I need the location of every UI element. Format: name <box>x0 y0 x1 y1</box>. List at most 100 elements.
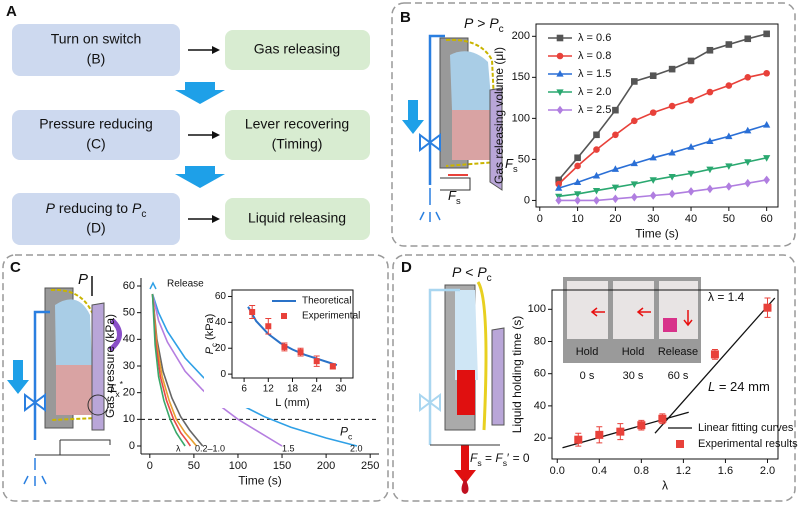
marker <box>706 137 714 144</box>
marker <box>725 163 733 170</box>
x-tick-label: 250 <box>361 460 379 472</box>
marker <box>763 303 772 312</box>
annotation: Release <box>167 279 204 290</box>
marker <box>555 184 563 191</box>
text-part: ′ = 0 <box>507 451 530 465</box>
x-tick-label: 6 <box>241 384 247 395</box>
marker <box>668 173 676 181</box>
y-tick-label: 30 <box>123 360 135 372</box>
marker <box>556 34 564 42</box>
marker <box>573 191 582 198</box>
text-part: reducing to <box>55 200 132 216</box>
x-tick-label: 2.0 <box>760 465 775 477</box>
flow-text: Lever recovering <box>245 116 349 132</box>
text-part: c <box>348 432 353 442</box>
flow-box <box>12 24 180 76</box>
y-tick-label: 100 <box>528 303 546 315</box>
flow-text: P reducing to Pc <box>46 200 147 220</box>
panel-frame <box>2 254 389 502</box>
flow-text: (D) <box>86 220 105 236</box>
text-part: > <box>473 15 489 31</box>
legend-label: Theoretical <box>302 296 351 307</box>
marker <box>592 171 601 179</box>
x-tick-label: 200 <box>317 460 335 472</box>
series-line <box>151 293 186 447</box>
marker <box>630 159 638 167</box>
marker <box>556 89 564 96</box>
legend-label: λ = 0.6 <box>578 32 611 44</box>
marker <box>725 182 733 191</box>
annotation: 0.2–1.0 <box>195 443 225 453</box>
x-tick-label: 40 <box>685 213 697 225</box>
text-part: c <box>487 273 492 284</box>
text-part: < <box>461 264 477 280</box>
x-tick-label: 1.6 <box>718 465 733 477</box>
y-tick-label: 0 <box>524 194 530 206</box>
text-part: P <box>452 264 462 280</box>
marker <box>744 74 752 81</box>
marker <box>706 184 714 194</box>
y-axis-label: Gas pressure (kPa) <box>103 314 117 418</box>
x-tick-label: 0 <box>147 460 153 472</box>
series-line <box>558 157 767 198</box>
plot-frame <box>551 289 779 460</box>
y-tick-label: 0 <box>129 440 135 452</box>
device-diagram <box>7 276 122 486</box>
marker <box>725 82 733 89</box>
photo-label: Hold <box>576 346 599 358</box>
x-tick-label: 60 <box>761 213 773 225</box>
text-part: = 24 mm <box>715 379 770 394</box>
diagram-label: P > Pc <box>464 15 504 35</box>
marker <box>631 117 638 125</box>
photo-label: 30 s <box>623 370 644 382</box>
diagram-label: P < Pc <box>452 264 492 284</box>
marker <box>281 313 287 319</box>
marker <box>706 88 714 96</box>
panel-frame <box>391 2 796 247</box>
y-tick-label: 100 <box>512 112 530 124</box>
flow-text: Gas releasing <box>254 41 340 57</box>
series-line <box>151 293 192 447</box>
flow-box <box>12 193 180 245</box>
marker <box>744 178 752 188</box>
legend-label: λ = 2.5 <box>578 104 611 116</box>
text-part: F <box>505 156 514 171</box>
x-tick-label: 150 <box>273 460 291 472</box>
y-tick-label: 0 <box>220 369 226 380</box>
text-part: s <box>477 458 481 468</box>
legend-label: Experimental results <box>698 438 798 450</box>
marker <box>687 143 695 150</box>
y-tick-label: 50 <box>518 153 530 165</box>
x-tick-label: 0.4 <box>592 465 607 477</box>
marker <box>573 178 582 186</box>
marker <box>612 131 619 139</box>
y-tick-label: 40 <box>534 400 546 412</box>
series-line <box>151 293 204 447</box>
marker <box>265 323 272 330</box>
text-part: s <box>513 164 518 174</box>
marker <box>555 196 562 205</box>
photo-label: Release <box>658 346 698 358</box>
marker <box>649 191 657 200</box>
y-tick-label: 150 <box>512 71 530 83</box>
flow-box <box>225 30 370 70</box>
marker <box>687 170 695 178</box>
marker <box>637 421 646 430</box>
annotation: 2.0 <box>350 443 363 453</box>
photo-label: Hold <box>622 346 645 358</box>
plot-frame <box>535 23 779 208</box>
device-diagram <box>419 281 505 494</box>
marker <box>556 52 564 60</box>
y-tick-label: 60 <box>123 280 135 292</box>
annotation-pointer <box>149 281 157 290</box>
marker <box>555 176 562 184</box>
x-axis-label: L (mm) <box>275 397 309 409</box>
marker <box>706 46 714 54</box>
x-tick-label: 30 <box>647 213 659 225</box>
marker <box>658 414 667 423</box>
y-tick-label: 20 <box>123 387 135 399</box>
legend-label: λ = 2.0 <box>578 86 611 98</box>
x-tick-label: 0.0 <box>550 465 565 477</box>
legend-label: λ = 0.8 <box>578 50 611 62</box>
marker <box>668 65 676 73</box>
